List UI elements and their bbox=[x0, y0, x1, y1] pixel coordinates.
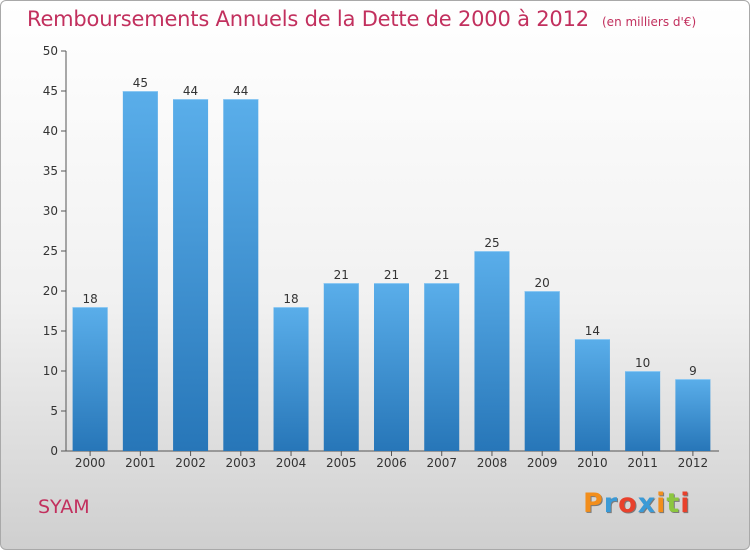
logo-letter: P bbox=[583, 488, 604, 519]
bar-2005 bbox=[323, 283, 359, 451]
commune-name: SYAM bbox=[38, 496, 90, 518]
x-tick-label: 2002 bbox=[175, 456, 206, 470]
chart-title: Remboursements Annuels de la Dette de 20… bbox=[27, 7, 589, 31]
logo-letter: o bbox=[618, 488, 638, 519]
x-tick-label: 2011 bbox=[627, 456, 658, 470]
x-tick-label: 2010 bbox=[577, 456, 608, 470]
bar-value-label: 44 bbox=[183, 84, 198, 98]
chart-axes: 0 5 10 15 20 25 30 35 40 45 50 2000 2001 2002 2003 2004… bbox=[43, 44, 719, 470]
chart-bars bbox=[72, 91, 711, 451]
bar-value-label: 18 bbox=[283, 292, 298, 306]
bar-2010 bbox=[574, 339, 610, 451]
bar-2003 bbox=[223, 99, 259, 451]
logo-letter: i bbox=[680, 488, 691, 519]
x-tick-label: 2009 bbox=[527, 456, 558, 470]
bar-2008 bbox=[474, 251, 510, 451]
x-tick-label: 2012 bbox=[678, 456, 709, 470]
bar-value-label: 10 bbox=[635, 356, 650, 370]
x-tick-label: 2008 bbox=[477, 456, 508, 470]
bar-value-label: 9 bbox=[689, 364, 697, 378]
bar-value-label: 25 bbox=[484, 236, 499, 250]
bar-2007 bbox=[424, 283, 460, 451]
bar-value-label: 21 bbox=[334, 268, 349, 282]
bar-2000 bbox=[72, 307, 108, 451]
chart-data-labels: 18 45 44 44 18 21 21 21 25 20 14 10 9 bbox=[82, 76, 696, 378]
y-tick-label: 20 bbox=[43, 284, 58, 298]
bar-value-label: 45 bbox=[133, 76, 148, 90]
logo-letter: x bbox=[637, 488, 657, 519]
y-tick-label: 0 bbox=[50, 444, 58, 458]
bar-value-label: 21 bbox=[384, 268, 399, 282]
bar-2001 bbox=[122, 91, 158, 451]
proxiti-logo[interactable]: Proxiti bbox=[583, 488, 691, 519]
x-tick-label: 2000 bbox=[75, 456, 106, 470]
y-tick-label: 50 bbox=[43, 44, 58, 58]
y-tick-label: 10 bbox=[43, 364, 58, 378]
bar-value-label: 21 bbox=[434, 268, 449, 282]
y-tick-label: 5 bbox=[50, 404, 58, 418]
bar-value-label: 14 bbox=[585, 324, 600, 338]
bar-2002 bbox=[173, 99, 209, 451]
logo-letter: t bbox=[666, 488, 681, 519]
bar-2012 bbox=[675, 379, 711, 451]
x-tick-label: 2003 bbox=[226, 456, 257, 470]
y-tick-label: 35 bbox=[43, 164, 58, 178]
bar-2006 bbox=[374, 283, 409, 451]
x-tick-label: 2007 bbox=[426, 456, 457, 470]
bar-2011 bbox=[625, 371, 661, 451]
y-tick-label: 15 bbox=[43, 324, 58, 338]
chart-subtitle: (en milliers d'€) bbox=[602, 15, 697, 29]
x-tick-label: 2006 bbox=[376, 456, 407, 470]
bar-value-label: 20 bbox=[535, 276, 550, 290]
bar-2004 bbox=[273, 307, 309, 451]
title-row: Remboursements Annuels de la Dette de 20… bbox=[27, 7, 696, 31]
bar-value-label: 44 bbox=[233, 84, 248, 98]
x-tick-label: 2004 bbox=[276, 456, 307, 470]
bar-value-label: 18 bbox=[82, 292, 97, 306]
bar-2009 bbox=[524, 291, 560, 451]
logo-letter: i bbox=[656, 488, 667, 519]
y-tick-label: 25 bbox=[43, 244, 58, 258]
y-tick-label: 40 bbox=[43, 124, 58, 138]
x-tick-label: 2005 bbox=[326, 456, 357, 470]
x-tick-label: 2001 bbox=[125, 456, 156, 470]
logo-letter: r bbox=[603, 488, 619, 519]
y-tick-label: 30 bbox=[43, 204, 58, 218]
y-tick-label: 45 bbox=[43, 84, 58, 98]
